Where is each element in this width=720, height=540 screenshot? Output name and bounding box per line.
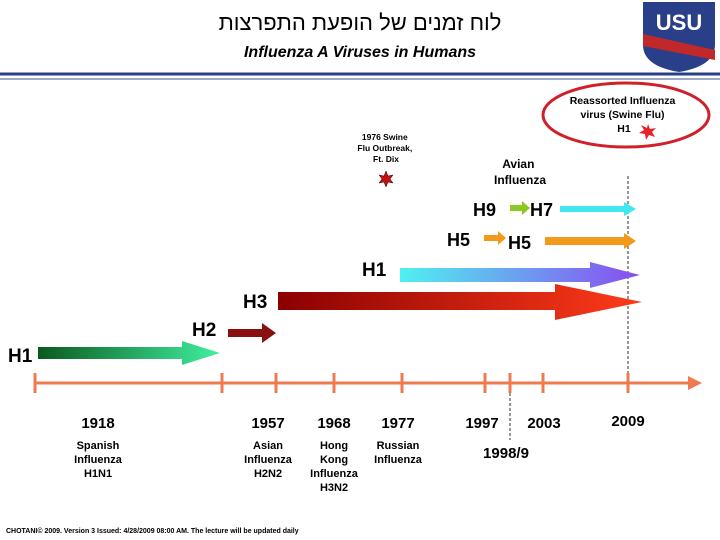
callout-text: 1976 Swine Flu Outbreak, Ft. Dix — [357, 132, 414, 164]
footer: CHOTANI© 2009. Version 3 Issued: 4/28/20… — [6, 527, 299, 535]
callout-text: Avian Influenza — [494, 157, 546, 187]
arrow — [484, 231, 506, 245]
timeline-arrowhead — [688, 376, 702, 390]
year-label: 2003 — [527, 415, 560, 432]
year-label: 1998/9 — [483, 445, 529, 462]
arrow-label: H9 — [473, 200, 496, 220]
arrow-label: H2 — [192, 320, 216, 341]
arrow-label: H1 — [8, 346, 33, 367]
title: לוח זמנים של הופעת התפרצות — [219, 10, 502, 35]
arrow — [400, 262, 640, 288]
arrow-label: H1 — [362, 260, 387, 281]
year-label: 1918 — [81, 415, 114, 432]
arrow — [278, 284, 642, 320]
callout-text: Reassorted Influenza virus (Swine Flu) H… — [570, 95, 679, 135]
event-description: Hong Kong Influenza H3N2 — [310, 440, 359, 494]
arrow — [545, 233, 636, 249]
star-icon — [639, 124, 656, 140]
arrow — [510, 201, 530, 215]
year-label: 1957 — [251, 415, 284, 432]
event-description: Russian Influenza — [374, 440, 423, 466]
arrow — [38, 341, 220, 365]
timeline: 1918 Spanish Influenza H1N1 1957 Asian Influen… — [33, 373, 645, 494]
arrow-label: H5 — [508, 233, 531, 253]
year-label: 1968 — [317, 415, 350, 432]
star-icon — [378, 170, 394, 188]
arrow-label: H7 — [530, 200, 553, 220]
arrow-label: H5 — [447, 230, 470, 250]
subtitle: Influenza A Viruses in Humans — [244, 44, 476, 61]
logo: USU — [643, 2, 715, 72]
arrow — [228, 323, 276, 343]
arrow-label: H3 — [243, 292, 267, 313]
year-label: 1997 — [465, 415, 498, 432]
event-description: Asian Influenza H2N2 — [244, 440, 293, 480]
event-description: Spanish Influenza H1N1 — [74, 440, 123, 480]
arrow — [560, 202, 636, 216]
callout-ellipse — [541, 81, 711, 149]
logo-text: USU — [656, 10, 702, 35]
year-label: 1977 — [381, 415, 414, 432]
year-label: 2009 — [611, 413, 644, 430]
